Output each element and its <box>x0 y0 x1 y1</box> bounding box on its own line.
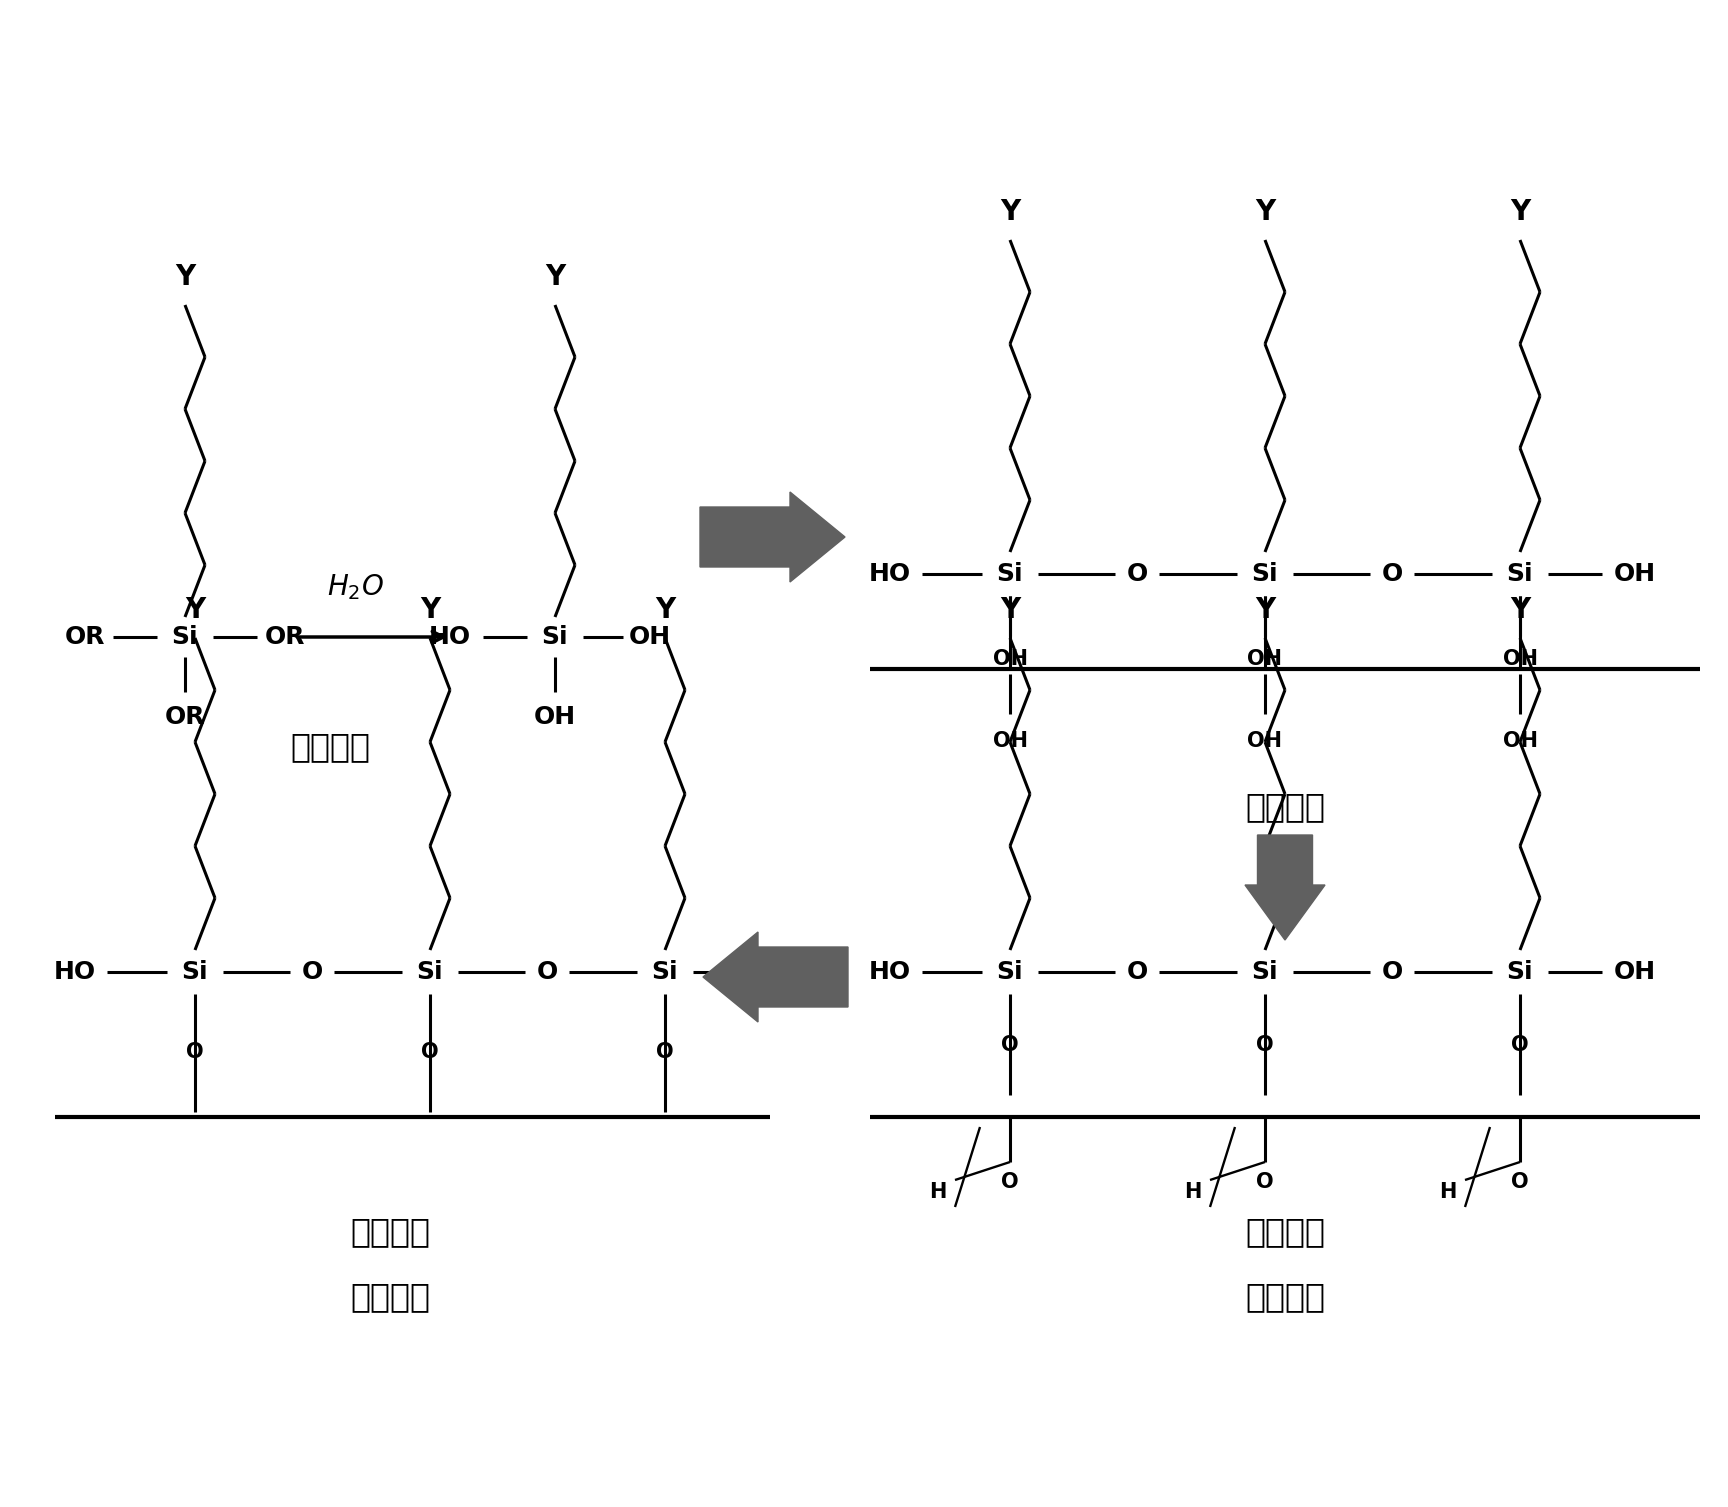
Text: Y: Y <box>1001 595 1020 624</box>
Text: O: O <box>422 1041 439 1062</box>
Text: $H_2O$: $H_2O$ <box>327 573 384 601</box>
Text: OH: OH <box>992 731 1028 750</box>
Text: O: O <box>1381 960 1403 984</box>
Text: O: O <box>1381 562 1403 586</box>
Text: OH: OH <box>1614 960 1655 984</box>
Text: OH: OH <box>534 705 575 729</box>
Text: Y: Y <box>175 264 195 291</box>
Text: O: O <box>1256 1172 1274 1192</box>
Text: O: O <box>657 1041 674 1062</box>
Text: O: O <box>187 1041 204 1062</box>
FancyArrow shape <box>703 931 848 1022</box>
Text: O: O <box>1512 1172 1529 1192</box>
Text: HO: HO <box>869 562 911 586</box>
Text: OH: OH <box>1248 731 1282 750</box>
Text: H: H <box>930 1181 947 1203</box>
Text: OH: OH <box>1503 731 1538 750</box>
Text: Si: Si <box>1251 960 1279 984</box>
Text: O: O <box>1001 1035 1020 1055</box>
Text: Y: Y <box>1001 197 1020 226</box>
Text: Si: Si <box>1507 960 1533 984</box>
Text: Si: Si <box>651 960 679 984</box>
Text: OR: OR <box>64 625 105 650</box>
Text: HO: HO <box>54 960 97 984</box>
FancyArrow shape <box>1244 835 1325 940</box>
Text: Si: Si <box>1251 562 1279 586</box>
Text: HO: HO <box>429 625 472 650</box>
Text: O: O <box>1001 1172 1020 1192</box>
Text: Y: Y <box>1255 595 1275 624</box>
Text: Y: Y <box>420 595 441 624</box>
Text: 形成氢键: 形成氢键 <box>1244 1281 1325 1314</box>
Text: Si: Si <box>171 625 199 650</box>
Text: OR: OR <box>164 705 206 729</box>
Text: O: O <box>1256 1035 1274 1055</box>
Text: Si: Si <box>181 960 209 984</box>
Text: H: H <box>1184 1181 1201 1203</box>
Text: Y: Y <box>185 595 206 624</box>
Text: Si: Si <box>997 562 1023 586</box>
Text: 脱水缩合: 脱水缩合 <box>351 1281 430 1314</box>
Text: Y: Y <box>655 595 676 624</box>
Text: 目标衬底: 目标衬底 <box>1244 791 1325 823</box>
Text: Si: Si <box>541 625 569 650</box>
Text: O: O <box>1127 960 1147 984</box>
Text: Y: Y <box>1510 197 1529 226</box>
Text: HO: HO <box>869 960 911 984</box>
Text: OR: OR <box>264 625 306 650</box>
Text: OH: OH <box>759 960 802 984</box>
Text: O: O <box>536 960 558 984</box>
Text: O: O <box>301 960 323 984</box>
FancyArrow shape <box>700 491 845 582</box>
Text: Si: Si <box>997 960 1023 984</box>
Text: Y: Y <box>544 264 565 291</box>
Text: 加水分解: 加水分解 <box>290 731 370 764</box>
Text: Y: Y <box>1510 595 1529 624</box>
Text: Si: Si <box>1507 562 1533 586</box>
Text: OH: OH <box>1503 650 1538 669</box>
Text: Si: Si <box>416 960 444 984</box>
Text: O: O <box>1127 562 1147 586</box>
Text: OH: OH <box>1248 650 1282 669</box>
Text: OH: OH <box>1614 562 1655 586</box>
Text: 目标衬底: 目标衬底 <box>351 1216 430 1248</box>
Text: 目标衬底: 目标衬底 <box>1244 1216 1325 1248</box>
Text: OH: OH <box>992 650 1028 669</box>
Text: O: O <box>1512 1035 1529 1055</box>
Text: Y: Y <box>1255 197 1275 226</box>
Text: H: H <box>1439 1181 1457 1203</box>
Text: OH: OH <box>629 625 670 650</box>
